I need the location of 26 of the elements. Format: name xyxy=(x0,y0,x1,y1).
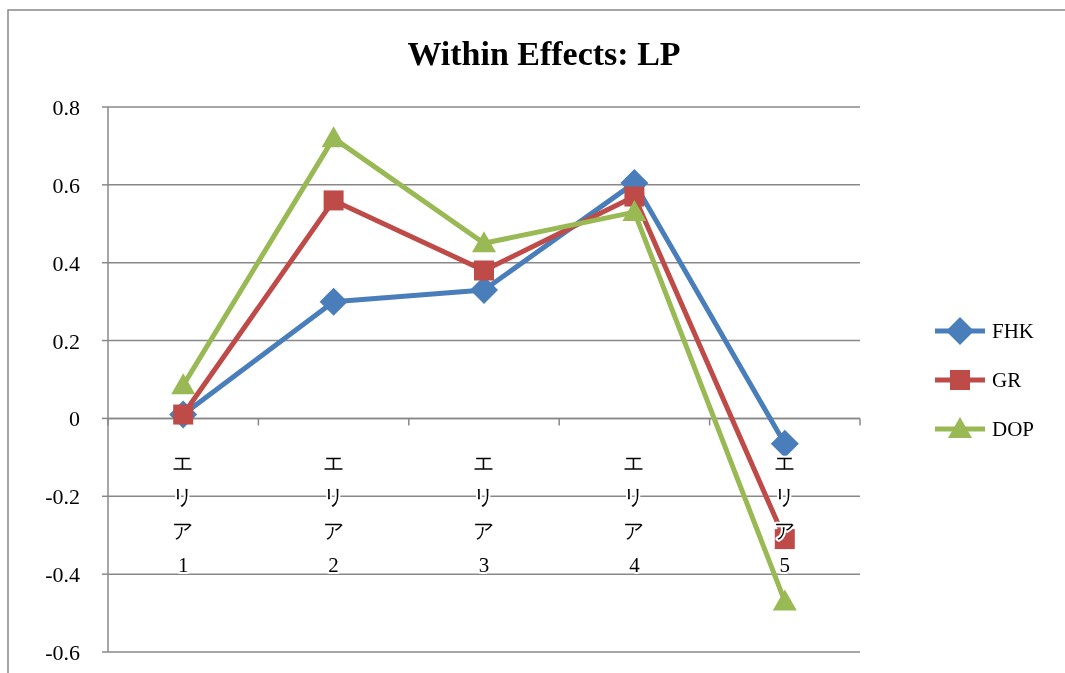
legend-label: FHK xyxy=(992,319,1035,343)
y-tick-label: 0.8 xyxy=(52,95,80,120)
y-tick-label: 0 xyxy=(69,406,80,432)
x-tick-label: エリア4 xyxy=(623,451,646,578)
point xyxy=(171,373,196,395)
y-tick-label: -0.2 xyxy=(45,484,80,510)
y-tick-label: 0.4 xyxy=(52,250,80,276)
x-tick-label: エリア2 xyxy=(322,451,345,578)
y-tick-label: -0.6 xyxy=(45,640,80,665)
chart-title: Within Effects: LP xyxy=(407,35,681,72)
point xyxy=(772,589,797,611)
point xyxy=(624,186,645,207)
point xyxy=(474,260,494,281)
point xyxy=(321,126,346,148)
y-tick-label: 0.6 xyxy=(52,172,80,198)
y-tick-label: 0.2 xyxy=(52,328,80,354)
x-tick-label: エリア1 xyxy=(172,451,195,578)
point xyxy=(319,287,348,316)
y-tick-label: -0.4 xyxy=(45,562,80,588)
point xyxy=(472,231,496,253)
point xyxy=(770,429,799,458)
legend-label: DOP xyxy=(992,417,1035,441)
point xyxy=(323,190,344,211)
point xyxy=(622,200,647,222)
legend-label: GR xyxy=(992,368,1022,392)
x-tick-label: エリア3 xyxy=(473,451,495,578)
